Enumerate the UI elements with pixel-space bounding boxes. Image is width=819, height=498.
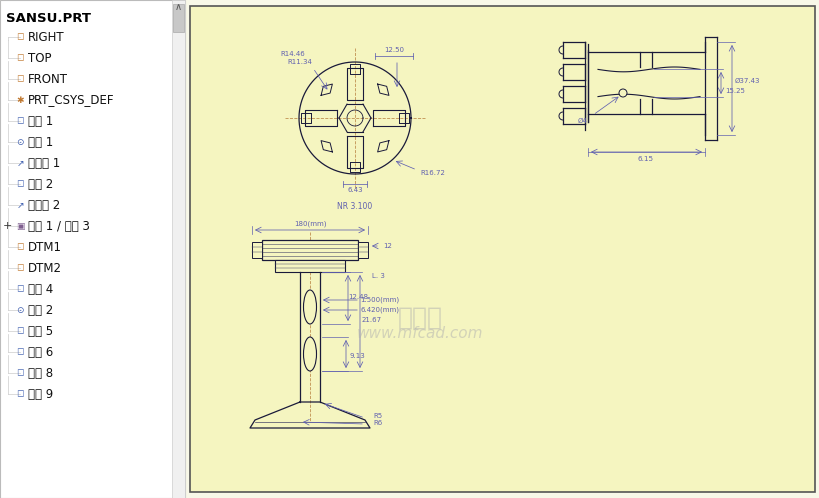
Text: 拉伸 4: 拉伸 4	[28, 282, 53, 295]
Bar	[358, 242, 368, 258]
Ellipse shape	[303, 337, 316, 371]
Text: 旋转 2: 旋转 2	[28, 303, 53, 317]
Text: ▣: ▣	[16, 222, 25, 231]
Text: 6.43: 6.43	[346, 187, 362, 193]
Text: ✱: ✱	[16, 96, 24, 105]
Text: 6.15: 6.15	[637, 156, 654, 162]
Text: ◻: ◻	[16, 327, 24, 336]
Text: 拉伸 9: 拉伸 9	[28, 387, 53, 400]
Bar	[274, 260, 345, 272]
Text: ◻: ◻	[16, 369, 24, 377]
Text: ⊙: ⊙	[16, 137, 24, 146]
Text: 180(mm): 180(mm)	[293, 221, 326, 227]
Text: R11.34: R11.34	[287, 59, 312, 65]
Bar	[190, 6, 814, 492]
Text: 9.13: 9.13	[349, 353, 364, 359]
Text: 21.67: 21.67	[361, 317, 382, 323]
Text: 拉伸 8: 拉伸 8	[28, 367, 53, 379]
Text: ◻: ◻	[16, 53, 24, 63]
Text: NR 3.100: NR 3.100	[337, 202, 372, 211]
Text: ◻: ◻	[16, 179, 24, 189]
Text: 旋转 1: 旋转 1	[28, 135, 53, 148]
Text: DTM2: DTM2	[28, 261, 62, 274]
Text: R14.46: R14.46	[280, 51, 305, 57]
Bar	[262, 240, 358, 260]
Text: 拉伸 1: 拉伸 1	[28, 115, 53, 127]
Text: DTM1: DTM1	[28, 241, 62, 253]
Text: Ø37.43: Ø37.43	[733, 78, 759, 84]
Text: R6: R6	[373, 420, 382, 426]
Text: ◻: ◻	[16, 389, 24, 398]
Text: 拉伸 2: 拉伸 2	[28, 177, 53, 191]
Text: ◻: ◻	[16, 348, 24, 357]
Text: ◻: ◻	[16, 263, 24, 272]
Text: 6.420(mm): 6.420(mm)	[360, 307, 399, 313]
Text: ↗: ↗	[16, 158, 24, 167]
Bar	[0, 0, 185, 498]
Text: 拉伸 5: 拉伸 5	[28, 325, 53, 338]
Text: Ø4: Ø4	[577, 118, 587, 124]
Text: 12: 12	[383, 243, 392, 249]
Text: 阵列 1 / 拉伸 3: 阵列 1 / 拉伸 3	[28, 220, 90, 233]
Text: 沐风网: 沐风网	[397, 306, 442, 330]
Bar	[172, 0, 185, 498]
Text: 1.500(mm): 1.500(mm)	[360, 297, 399, 303]
Ellipse shape	[303, 290, 316, 324]
Text: FRONT: FRONT	[28, 73, 68, 86]
Text: R5: R5	[373, 413, 382, 419]
Text: TOP: TOP	[28, 51, 52, 65]
Text: ◻: ◻	[16, 75, 24, 84]
Text: ∧: ∧	[174, 2, 181, 12]
Text: 15.25: 15.25	[724, 88, 744, 94]
Text: PRT_CSYS_DEF: PRT_CSYS_DEF	[28, 94, 115, 107]
Bar	[173, 4, 183, 32]
Text: SANSU.PRT: SANSU.PRT	[6, 12, 91, 25]
Text: 倒圆角 1: 倒圆角 1	[28, 156, 60, 169]
Text: ⊙: ⊙	[16, 305, 24, 315]
Text: 倒圆角 2: 倒圆角 2	[28, 199, 60, 212]
Text: ◻: ◻	[16, 284, 24, 293]
Circle shape	[618, 89, 627, 97]
Bar	[251, 242, 262, 258]
Text: 拉伸 6: 拉伸 6	[28, 346, 53, 359]
Text: 12.48: 12.48	[347, 294, 368, 300]
Text: ◻: ◻	[16, 243, 24, 251]
Text: ◻: ◻	[16, 32, 24, 41]
Text: RIGHT: RIGHT	[28, 30, 65, 43]
Text: +: +	[3, 221, 12, 231]
Text: ◻: ◻	[16, 117, 24, 125]
Text: www.mfcad.com: www.mfcad.com	[356, 326, 482, 341]
Text: 12.50: 12.50	[383, 47, 404, 53]
Text: L. 3: L. 3	[371, 273, 384, 279]
Text: R16.72: R16.72	[420, 170, 445, 176]
Text: ↗: ↗	[16, 201, 24, 210]
